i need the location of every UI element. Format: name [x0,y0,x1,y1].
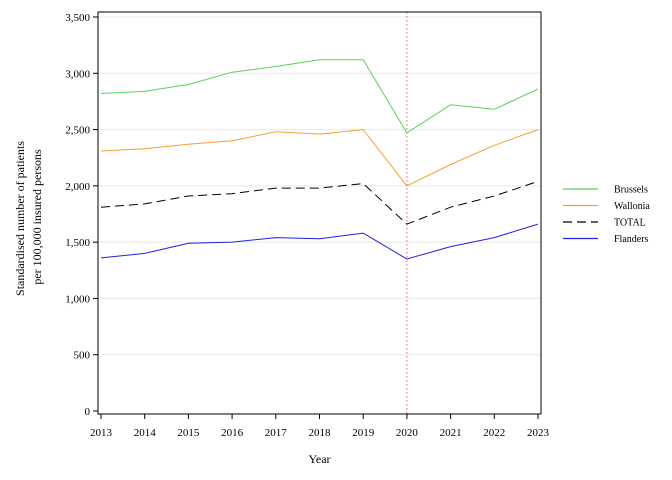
y-tick-label: 1,500 [65,237,90,249]
y-tick-label: 2,500 [65,125,90,137]
legend-label-total: TOTAL [614,218,646,229]
x-tick-label: 2020 [396,427,419,439]
x-tick-label: 2016 [221,427,244,439]
legend-label-flanders: Flanders [614,234,649,245]
x-tick-label: 2019 [352,427,375,439]
x-tick-label: 2018 [309,427,332,439]
x-axis-title: Year [308,452,330,466]
y-tick-label: 2,000 [65,181,90,193]
x-tick-label: 2023 [527,427,550,439]
series-line-wallonia [100,129,539,187]
series-line-total [100,180,539,225]
x-axis: 2013 2014 2015 2016 2017 2018 2019 2020 2021 2022… [90,414,550,439]
y-tick-label: 3,500 [65,12,90,24]
y-tick-label: 3,000 [65,68,90,80]
grid-lines [98,16,541,356]
y-axis-title: Standardised number of patients per 100,… [13,138,44,296]
x-tick-label: 2021 [440,427,462,439]
y-axis: 0 500 1,000 1,500 2,000 2,500 3,000 3,500 [65,12,98,418]
series-line-flanders [100,223,539,260]
series-line-brussels [100,59,539,134]
y-tick-label: 500 [74,350,91,362]
x-tick-label: 2013 [90,427,113,439]
y-tick-label: 0 [85,406,91,418]
legend-label-brussels: Brussels [614,185,648,196]
y-tick-label: 1,000 [65,293,90,305]
legend: Brussels Wallonia TOTAL Flanders [563,185,650,245]
y-axis-title-line-1: Standardised number of patients [13,141,27,296]
x-tick-label: 2022 [483,427,505,439]
x-tick-label: 2014 [134,427,157,439]
y-axis-title-line-2: per 100,000 insured persons [30,149,44,285]
series-lines [100,59,539,260]
x-tick-label: 2017 [265,427,288,439]
plot-frame [97,11,542,415]
x-tick-label: 2015 [177,427,200,439]
legend-label-wallonia: Wallonia [614,201,650,212]
